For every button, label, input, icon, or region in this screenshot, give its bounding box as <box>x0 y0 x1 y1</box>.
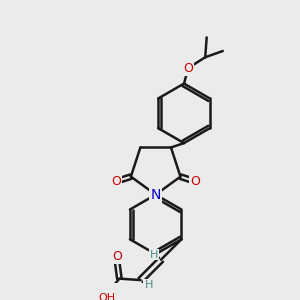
Text: O: O <box>111 175 121 188</box>
Text: N: N <box>151 188 161 202</box>
Text: O: O <box>190 175 200 188</box>
Text: O: O <box>112 250 122 263</box>
Text: O: O <box>183 61 193 74</box>
Text: H: H <box>144 280 153 290</box>
Text: H: H <box>150 250 158 260</box>
Text: OH: OH <box>99 292 116 300</box>
